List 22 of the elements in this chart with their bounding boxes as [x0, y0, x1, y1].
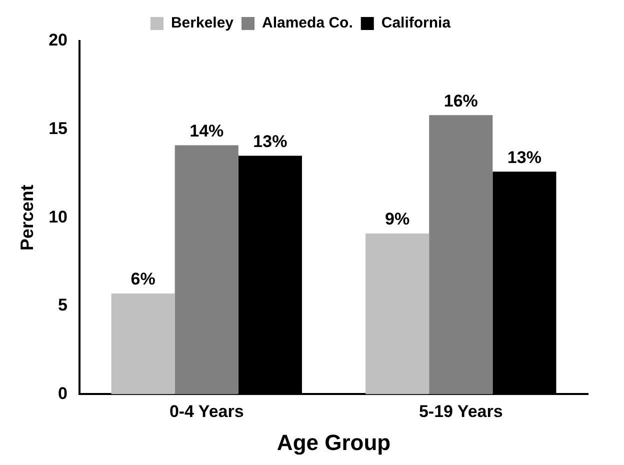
- legend-label: Alameda Co.: [262, 14, 353, 32]
- data-label: 13%: [253, 132, 288, 151]
- x-tick-label: 0-4 Years: [169, 402, 244, 422]
- bar: [111, 294, 175, 394]
- legend-label: Berkeley: [170, 14, 234, 32]
- y-tick-label: 5: [58, 296, 68, 315]
- x-axis-title: Age Group: [276, 430, 391, 455]
- data-label: 9%: [385, 210, 410, 229]
- y-tick-label: 0: [58, 384, 68, 403]
- bar: [429, 115, 493, 394]
- y-tick-label: 15: [48, 118, 68, 138]
- bar: [366, 233, 430, 394]
- bar: [174, 145, 238, 394]
- data-label: 6%: [130, 270, 156, 289]
- x-tick-label: 5-19 Years: [418, 402, 503, 422]
- data-label: 16%: [444, 91, 478, 110]
- data-label: 14%: [190, 121, 224, 140]
- y-axis-title: Percent: [16, 184, 37, 251]
- legend-label: California: [381, 14, 452, 32]
- y-tick-label: 20: [48, 30, 68, 50]
- y-tick-label: 10: [48, 207, 68, 226]
- data-label: 13%: [507, 148, 542, 167]
